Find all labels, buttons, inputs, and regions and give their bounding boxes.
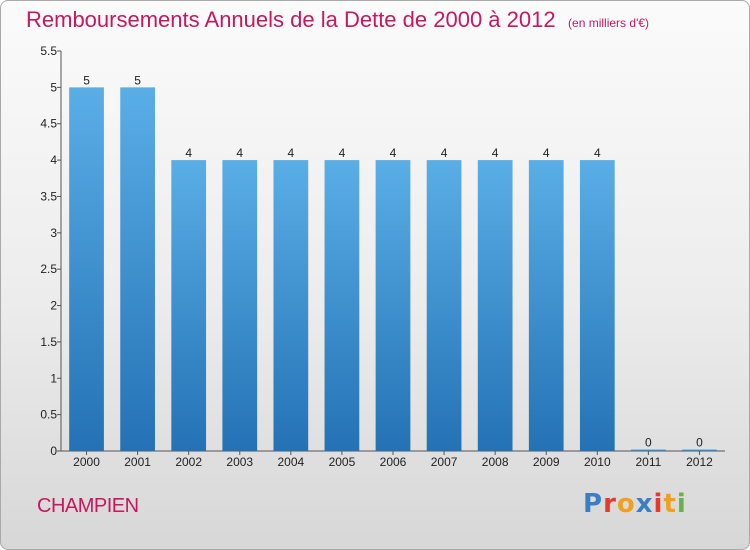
data-label: 4 [390, 146, 397, 160]
data-label: 4 [236, 146, 243, 160]
x-tick-label: 2004 [277, 455, 304, 469]
x-tick-label: 2009 [533, 455, 560, 469]
y-tick-label: 1.5 [40, 335, 57, 349]
logo-letter: P [583, 489, 604, 519]
x-tick-label: 2006 [380, 455, 407, 469]
data-label: 4 [594, 146, 601, 160]
data-label: 0 [645, 436, 652, 450]
x-tick-label: 2008 [482, 455, 509, 469]
logo-letter: t [663, 489, 677, 519]
bar[interactable] [324, 160, 360, 451]
x-tick-label: 2001 [124, 455, 151, 469]
axes: 0 0.5 1 1.5 2 2.5 3 3.5 4 4.5 5 5.5 [40, 44, 725, 458]
y-tick-label: 0 [50, 444, 57, 458]
x-tick-label: 2005 [329, 455, 356, 469]
bar[interactable] [579, 160, 615, 451]
y-tick-label: 4.5 [40, 117, 57, 131]
data-label: 4 [185, 146, 192, 160]
x-tick-label: 2012 [686, 455, 713, 469]
y-tick-label: 3 [50, 226, 57, 240]
y-tick-label: 0.5 [40, 408, 57, 422]
logo-letter: i [676, 489, 687, 519]
logo-letter: i [653, 489, 664, 519]
bar[interactable] [682, 449, 717, 452]
bar[interactable] [631, 449, 666, 452]
logo-letter: x [635, 489, 654, 519]
y-tick-label: 5 [50, 80, 57, 94]
data-label: 5 [83, 73, 90, 87]
chart-title: Remboursements Annuels de la Dette de 20… [26, 7, 556, 32]
data-label: 4 [441, 146, 448, 160]
bars [69, 87, 717, 451]
proxiti-logo[interactable]: Proxiti [583, 489, 687, 519]
x-tick-label: 2003 [226, 455, 253, 469]
bar[interactable] [273, 160, 309, 451]
y-tick-label: 3.5 [40, 189, 57, 203]
bar[interactable] [477, 160, 513, 451]
bar[interactable] [426, 160, 462, 451]
logo-letter: o [616, 489, 636, 519]
data-label: 0 [696, 436, 703, 450]
y-tick-label: 1 [50, 371, 57, 385]
bar[interactable] [222, 160, 258, 451]
logo-letter: r [603, 489, 617, 519]
x-tick-label: 2011 [635, 455, 661, 469]
data-label: 4 [492, 146, 499, 160]
labels: 2000 5 2001 5 2002 4 2003 4 2004 4 2005 4 2006 4 2007 4… [73, 73, 713, 469]
chart-unit: (en milliers d'€) [568, 16, 650, 30]
y-tick-label: 4 [50, 153, 57, 167]
x-tick-label: 2007 [431, 455, 458, 469]
y-tick-label: 2 [50, 299, 57, 313]
data-label: 5 [134, 73, 141, 87]
data-label: 4 [543, 146, 550, 160]
title-row: Remboursements Annuels de la Dette de 20… [26, 7, 649, 33]
bar[interactable] [375, 160, 411, 451]
x-tick-label: 2000 [73, 455, 100, 469]
data-label: 4 [288, 146, 295, 160]
x-tick-label: 2010 [584, 455, 611, 469]
bar[interactable] [69, 87, 104, 451]
commune-name: CHAMPIEN [37, 495, 139, 517]
y-tick-label: 5.5 [40, 44, 57, 58]
bar[interactable] [528, 160, 564, 451]
bar[interactable] [120, 87, 155, 451]
data-label: 4 [339, 146, 346, 160]
bar[interactable] [171, 160, 207, 451]
y-tick-label: 2.5 [40, 262, 57, 276]
x-tick-label: 2002 [175, 455, 202, 469]
